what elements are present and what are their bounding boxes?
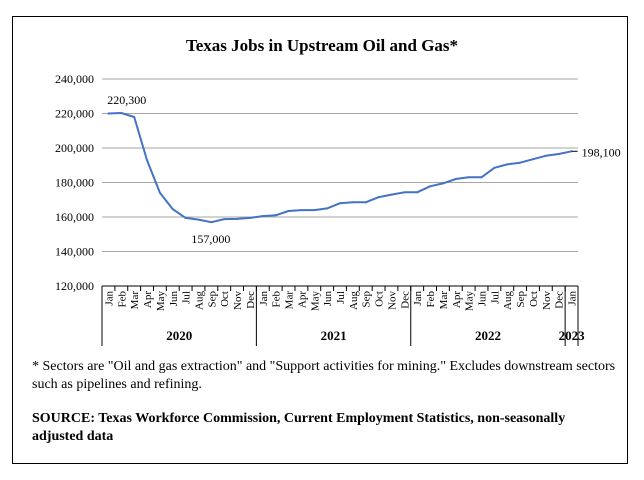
- data-point: [210, 221, 213, 224]
- x-tick-label: Apr: [451, 291, 463, 308]
- x-tick-label: Oct: [528, 291, 540, 307]
- x-tick-label: Nov: [541, 291, 553, 310]
- x-tick-label: Nov: [386, 291, 398, 310]
- x-tick-label: Jul: [181, 291, 193, 304]
- data-label: 198,100: [582, 145, 621, 159]
- x-tick-label: Feb: [425, 291, 437, 308]
- x-tick-label: Aug: [502, 291, 514, 310]
- x-tick-label: Sep: [515, 291, 527, 308]
- data-point: [467, 176, 470, 179]
- x-tick-label: Sep: [206, 291, 218, 308]
- data-label: 220,300: [107, 93, 146, 107]
- x-tick-label: Mar: [129, 291, 141, 310]
- y-tick-label: 180,000: [55, 176, 94, 190]
- x-tick-label: Jul: [489, 291, 501, 304]
- data-point: [223, 218, 226, 221]
- data-point: [248, 216, 251, 219]
- y-tick-label: 160,000: [55, 210, 94, 224]
- y-tick-label: 140,000: [55, 245, 94, 259]
- data-point: [184, 216, 187, 219]
- data-point: [351, 201, 354, 204]
- data-point: [531, 158, 534, 161]
- x-tick-label: Aug: [348, 291, 360, 310]
- x-tick-label: Jun: [168, 291, 180, 307]
- data-point: [416, 191, 419, 194]
- x-tick-label: Oct: [374, 291, 386, 307]
- data-point: [120, 111, 123, 114]
- year-label: 2020: [166, 328, 192, 343]
- x-tick-label: Mar: [284, 291, 296, 310]
- x-tick-label: Jun: [477, 291, 489, 307]
- data-point: [287, 209, 290, 212]
- x-tick-label: Jan: [103, 291, 115, 306]
- y-tick-label: 200,000: [55, 141, 94, 155]
- data-point: [519, 161, 522, 164]
- chart-title: Texas Jobs in Upstream Oil and Gas*: [185, 36, 459, 55]
- x-tick-label: Aug: [193, 291, 205, 310]
- data-point: [107, 112, 110, 115]
- data-point: [300, 209, 303, 212]
- data-point: [493, 166, 496, 169]
- x-tick-label: Mar: [438, 291, 450, 310]
- chart-source: SOURCE: Texas Workforce Commission, Curr…: [32, 411, 566, 444]
- data-point: [441, 182, 444, 185]
- x-tick-label: Jun: [322, 291, 334, 307]
- x-tick-label: Dec: [554, 291, 566, 309]
- data-point: [158, 191, 161, 194]
- data-point: [313, 209, 316, 212]
- data-point: [403, 191, 406, 194]
- x-tick-label: Jul: [335, 291, 347, 304]
- data-point: [364, 201, 367, 204]
- y-tick-label: 240,000: [55, 72, 94, 86]
- data-label: 157,000: [191, 232, 230, 246]
- x-tick-label: Apr: [296, 291, 308, 308]
- data-point: [480, 176, 483, 179]
- y-tick-label: 120,000: [55, 279, 94, 293]
- x-tick-label: Jan: [412, 291, 424, 306]
- x-tick-label: Oct: [219, 291, 231, 307]
- data-point: [557, 153, 560, 156]
- chart-footnote: * Sectors are "Oil and gas extraction" a…: [32, 359, 616, 392]
- data-point: [236, 217, 239, 220]
- data-point: [146, 159, 149, 162]
- year-label: 2021: [321, 328, 347, 343]
- data-point: [506, 163, 509, 166]
- x-tick-label: May: [155, 291, 167, 312]
- x-tick-label: Dec: [399, 291, 411, 309]
- data-point: [429, 185, 432, 188]
- data-point: [377, 196, 380, 199]
- x-tick-label: Apr: [142, 291, 154, 308]
- x-tick-label: Feb: [271, 291, 283, 308]
- x-tick-label: Nov: [232, 291, 244, 310]
- x-tick-label: Jan: [567, 291, 579, 306]
- y-tick-label: 220,000: [55, 107, 94, 121]
- year-label: 2023: [559, 328, 586, 343]
- series-line: [108, 112, 572, 224]
- x-tick-label: Sep: [361, 291, 373, 308]
- data-point: [390, 193, 393, 196]
- data-point: [454, 178, 457, 181]
- data-point: [133, 115, 136, 118]
- x-tick-label: May: [309, 291, 321, 312]
- data-point: [544, 154, 547, 157]
- chart-frame: [12, 16, 628, 464]
- data-point: [261, 215, 264, 218]
- data-point: [274, 214, 277, 217]
- data-point: [326, 207, 329, 210]
- x-tick-label: Feb: [116, 291, 128, 308]
- x-tick-label: May: [464, 291, 476, 312]
- data-point: [339, 202, 341, 205]
- x-tick-label: Dec: [245, 291, 257, 309]
- data-point: [197, 218, 200, 221]
- data-point: [171, 208, 174, 211]
- year-label: 2022: [475, 328, 501, 343]
- x-tick-label: Jan: [258, 291, 270, 306]
